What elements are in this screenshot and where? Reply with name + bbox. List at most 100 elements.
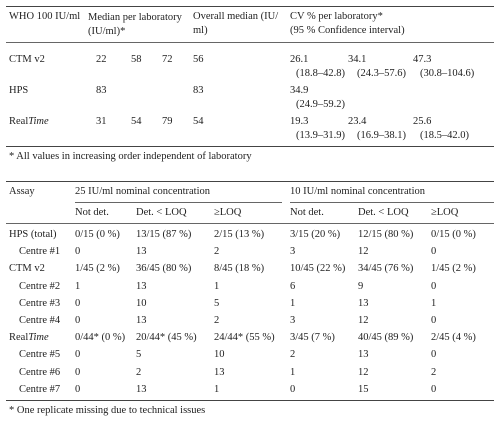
t1-median-value: 22 xyxy=(96,54,107,65)
t1-cv-value: 34.1 xyxy=(348,54,367,65)
t2-cell: 2 xyxy=(290,349,296,361)
t2-header-group10: 10 IU/ml nominal concentration xyxy=(290,186,426,197)
t1-ci-value: (24.3–57.6) xyxy=(357,68,406,79)
t1-cv-value: 23.4 xyxy=(348,116,367,127)
t1-header-median: Median per laboratory (IU/ml)* xyxy=(88,12,182,37)
t1-header-cv-1: CV % per laboratory* xyxy=(290,11,383,22)
t2-subheader: Det. < LOQ xyxy=(358,207,409,218)
table2-bottom-rule xyxy=(6,400,494,401)
t2-cell: 10 xyxy=(136,297,147,309)
t2-cell: 0 xyxy=(431,246,437,258)
t2-cell: 34/45 (76 %) xyxy=(358,263,414,275)
t2-cell: 2/45 (4 %) xyxy=(431,332,476,344)
t1-median-value: 58 xyxy=(131,54,142,65)
t1-row-assay: HPS xyxy=(9,85,29,96)
t1-ci-value: (18.8–42.8) xyxy=(296,68,345,79)
t1-median-value: 79 xyxy=(162,116,173,127)
t2-cell: 3/45 (7 %) xyxy=(290,332,335,344)
t2-cell: 0 xyxy=(75,246,81,258)
t2-row-label: Centre #5 xyxy=(19,349,61,361)
table1-top-rule xyxy=(6,6,494,7)
t2-cell: 15 xyxy=(358,383,369,395)
t2-cell: 12 xyxy=(358,366,369,378)
t2-subheader: Not det. xyxy=(290,207,324,218)
t2-cell: 1 xyxy=(214,383,220,395)
t1-ci-value: (30.8–104.6) xyxy=(420,68,475,79)
t2-cell: 1 xyxy=(290,366,296,378)
t2-row-label: Centre #1 xyxy=(19,246,61,258)
t2-cell: 0 xyxy=(431,383,437,395)
t1-ci-value: (18.5–42.0) xyxy=(420,130,469,141)
t2-group25-underline xyxy=(75,202,282,203)
t2-cell: 13 xyxy=(136,315,147,326)
t1-header-overall-1: Overall median (IU/ xyxy=(193,11,279,22)
t1-cv-value: 19.3 xyxy=(290,116,309,127)
t1-cv-value: 34.9 xyxy=(290,85,309,96)
table2-top-rule xyxy=(6,181,494,182)
t1-header-standard: WHO 100 IU/ml xyxy=(9,11,81,22)
t2-header-group25: 25 IU/ml nominal concentration xyxy=(75,186,211,197)
t2-cell: 2 xyxy=(214,315,220,326)
t2-cell: 0/44* (0 %) xyxy=(75,332,126,344)
t2-group10-underline xyxy=(290,202,494,203)
t1-median-value: 54 xyxy=(131,116,142,127)
t2-cell: 2 xyxy=(214,246,220,258)
t1-ci-value: (16.9–38.1) xyxy=(357,130,406,141)
table2-header-rule xyxy=(6,223,494,224)
t2-row-label: RealTime xyxy=(9,332,49,344)
t2-row-label: Centre #6 xyxy=(19,366,61,378)
t2-cell: 12 xyxy=(358,315,369,326)
t2-cell: 0 xyxy=(75,349,81,361)
t1-median-value: 72 xyxy=(162,54,173,65)
t2-cell: 2 xyxy=(136,366,142,378)
t2-cell: 3 xyxy=(290,246,296,258)
t2-cell: 13 xyxy=(136,280,147,292)
t2-cell: 12/15 (80 %) xyxy=(358,229,414,240)
t2-subheader: ≥LOQ xyxy=(214,207,242,218)
t2-cell: 2/15 (13 %) xyxy=(214,229,265,240)
t2-cell: 24/44* (55 %) xyxy=(214,332,275,344)
t2-cell: 0 xyxy=(290,383,296,395)
t2-cell: 8/45 (18 %) xyxy=(214,263,265,275)
t2-cell: 0 xyxy=(431,349,437,361)
table1-header-rule xyxy=(6,42,494,43)
t2-cell: 0/15 (0 %) xyxy=(75,229,120,240)
t1-ci-value: (24.9–59.2) xyxy=(296,99,345,110)
t2-cell: 1 xyxy=(75,280,81,292)
t1-cv-value: 25.6 xyxy=(413,116,432,127)
t2-cell: 0 xyxy=(431,280,437,292)
t2-row-label: Centre #3 xyxy=(19,297,61,309)
t2-cell: 0 xyxy=(75,315,81,326)
t1-header-cv-2: (95 % Confidence interval) xyxy=(290,25,405,36)
t1-overall-value: 83 xyxy=(193,85,204,96)
t2-cell: 10 xyxy=(214,349,225,361)
t2-cell: 13 xyxy=(358,349,369,361)
t2-row-label: Centre #7 xyxy=(19,383,61,395)
t2-subheader: ≥LOQ xyxy=(431,207,459,218)
t2-row-label: Centre #2 xyxy=(19,280,61,292)
t2-cell: 5 xyxy=(136,349,142,361)
t2-cell: 0/15 (0 %) xyxy=(431,229,476,240)
t2-cell: 9 xyxy=(358,280,364,292)
assay-prefix: Real xyxy=(9,332,29,344)
t1-ci-value: (13.9–31.9) xyxy=(296,130,345,141)
t2-cell: 3 xyxy=(290,315,296,326)
t2-cell: 1 xyxy=(290,297,296,309)
t2-cell: 1 xyxy=(431,297,437,309)
t1-cv-value: 26.1 xyxy=(290,54,309,65)
t2-cell: 13/15 (87 %) xyxy=(136,229,192,240)
t2-cell: 13 xyxy=(136,383,147,395)
assay-italic: Time xyxy=(28,332,49,344)
t2-cell: 40/45 (89 %) xyxy=(358,332,414,344)
t1-row-assay: RealTime xyxy=(9,116,49,128)
t2-cell: 13 xyxy=(214,366,225,378)
t1-header-overall-2: ml) xyxy=(193,25,208,36)
t2-cell: 3/15 (20 %) xyxy=(290,229,341,240)
t1-overall-value: 54 xyxy=(193,116,204,127)
assay-prefix: Real xyxy=(9,116,29,127)
t2-cell: 20/44* (45 %) xyxy=(136,332,197,344)
table2-footnote: * One replicate missing due to technical… xyxy=(9,405,206,416)
t2-cell: 1/45 (2 %) xyxy=(431,263,476,275)
t2-cell: 36/45 (80 %) xyxy=(136,263,192,275)
t2-cell: 13 xyxy=(136,246,147,258)
